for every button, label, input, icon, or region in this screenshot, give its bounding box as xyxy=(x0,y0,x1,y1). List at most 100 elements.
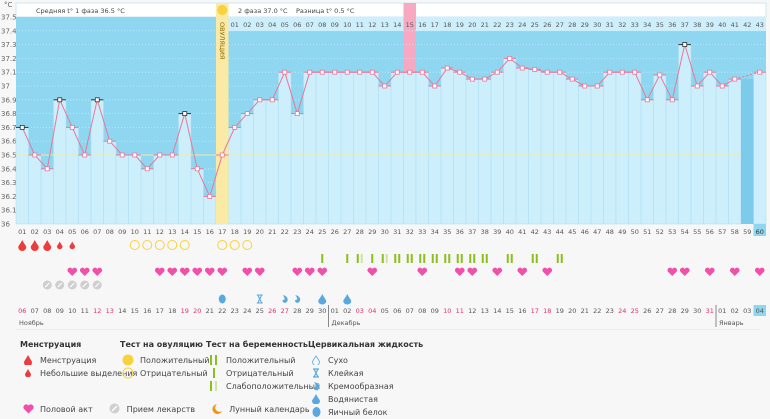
temperature-point xyxy=(457,69,463,75)
heart-icon xyxy=(79,267,90,276)
temperature-point xyxy=(582,83,588,89)
temperature-point xyxy=(307,69,313,75)
heart-icon xyxy=(729,267,740,276)
temperature-line-segment xyxy=(734,71,760,80)
temperature-point xyxy=(369,69,375,75)
temperature-bar xyxy=(203,196,217,225)
phase2-day-label: 09 xyxy=(331,21,339,29)
test-bar xyxy=(535,254,538,263)
heart-icon xyxy=(167,267,178,276)
blood-drop-icon xyxy=(43,240,52,251)
temperature-bar xyxy=(365,71,379,225)
cycle-day-label: 45 xyxy=(568,228,576,236)
date-label: 19 xyxy=(181,307,189,315)
temperature-point xyxy=(244,111,250,116)
temperature-bar xyxy=(328,71,342,225)
date-label: 01 xyxy=(718,307,726,315)
temperature-bar xyxy=(178,113,192,225)
temperature-line-segment xyxy=(46,99,61,169)
date-label: 30 xyxy=(693,307,701,315)
temperature-point xyxy=(382,83,388,89)
y-tick-label: 37.4 xyxy=(1,27,17,35)
temperature-point xyxy=(269,97,275,103)
temperature-line-segment xyxy=(209,154,223,197)
y-axis-unit: °C xyxy=(4,1,13,9)
test-bar xyxy=(556,254,559,263)
date-label: 11 xyxy=(81,307,89,315)
temperature-bar xyxy=(265,99,279,225)
date-label: 03 xyxy=(356,307,364,315)
heart-icon xyxy=(492,267,503,276)
date-label: 04 xyxy=(756,307,764,315)
cycle-day-label: 11 xyxy=(143,228,151,236)
heart-icon xyxy=(454,267,465,276)
temperature-bar xyxy=(603,71,617,225)
temperature-point xyxy=(619,69,625,75)
temperature-line-segment xyxy=(171,113,186,156)
legend-item: Сухо xyxy=(328,356,348,365)
temperature-point xyxy=(657,72,663,78)
temperature-point xyxy=(694,83,700,89)
temperature-point xyxy=(557,69,563,75)
watery-icon xyxy=(318,294,327,305)
legend-title: Цервикальная жидкость xyxy=(308,340,424,349)
cycle-day-label: 43 xyxy=(543,228,551,236)
creamy-icon xyxy=(308,381,324,393)
temperature-bar xyxy=(665,99,679,225)
temperature-point xyxy=(607,69,613,75)
phase2-day-label: 28 xyxy=(568,21,576,29)
date-label: 29 xyxy=(681,307,689,315)
phase2-day-label: 33 xyxy=(631,21,639,29)
temperature-point xyxy=(232,125,238,130)
test-bar xyxy=(394,254,397,263)
pregnancy-test-positive-icon xyxy=(556,254,563,263)
cycle-day-label: 09 xyxy=(118,228,126,236)
temperature-bar xyxy=(553,71,567,225)
phase2-day-label: 26 xyxy=(543,21,551,29)
cycle-day-label: 36 xyxy=(456,228,464,236)
test-bar xyxy=(485,254,488,263)
cycle-day-label: 37 xyxy=(468,228,476,236)
temperature-bar xyxy=(278,71,292,225)
temperature-bar xyxy=(415,71,429,225)
temperature-line-segment xyxy=(284,72,298,114)
temperature-point xyxy=(507,56,513,61)
date-label: 26 xyxy=(268,307,276,315)
temperature-point xyxy=(544,69,550,75)
temperature-bar xyxy=(53,99,67,225)
pregnancy-test-negative-icon xyxy=(371,254,374,263)
temperature-bar xyxy=(40,168,54,225)
heart-icon xyxy=(317,267,328,276)
date-label: 16 xyxy=(143,307,151,315)
legend-item: Половой акт xyxy=(40,405,93,414)
test-bar xyxy=(456,254,459,263)
temperature-point xyxy=(569,76,575,82)
heart-icon xyxy=(20,403,36,416)
cycle-day-label: 16 xyxy=(206,228,214,236)
temperature-point xyxy=(182,111,188,116)
small-blood-drop-icon xyxy=(69,241,76,250)
temperature-point xyxy=(294,111,300,116)
date-label: 17 xyxy=(156,307,164,315)
date-label: 22 xyxy=(218,307,226,315)
phase1-average: Средняя t° 1 фаза 36.5 °C xyxy=(36,7,125,15)
ovulation-test-negative-icon xyxy=(242,240,253,250)
pregnancy-test-positive-icon xyxy=(481,254,488,263)
temperature-difference: Разница t° 0.5 °C xyxy=(296,7,355,15)
month-label: Январь xyxy=(719,319,744,327)
cycle-day-label: 30 xyxy=(381,228,389,236)
temperature-bar xyxy=(703,71,717,225)
temperature-line-segment xyxy=(96,99,111,142)
date-label: 05 xyxy=(381,307,389,315)
date-label: 07 xyxy=(31,307,39,315)
date-label: 21 xyxy=(206,307,214,315)
pregnancy-test-positive-icon xyxy=(419,254,426,263)
cycle-day-label: 13 xyxy=(168,228,176,236)
temperature-bar xyxy=(315,71,329,225)
temperature-point xyxy=(32,152,38,158)
cycle-day-label: 14 xyxy=(181,228,189,236)
ovulation-sun-icon xyxy=(217,5,228,15)
pregnancy-test-positive-icon xyxy=(444,254,451,263)
cycle-day-label: 57 xyxy=(718,228,726,236)
test-bar xyxy=(510,254,513,263)
